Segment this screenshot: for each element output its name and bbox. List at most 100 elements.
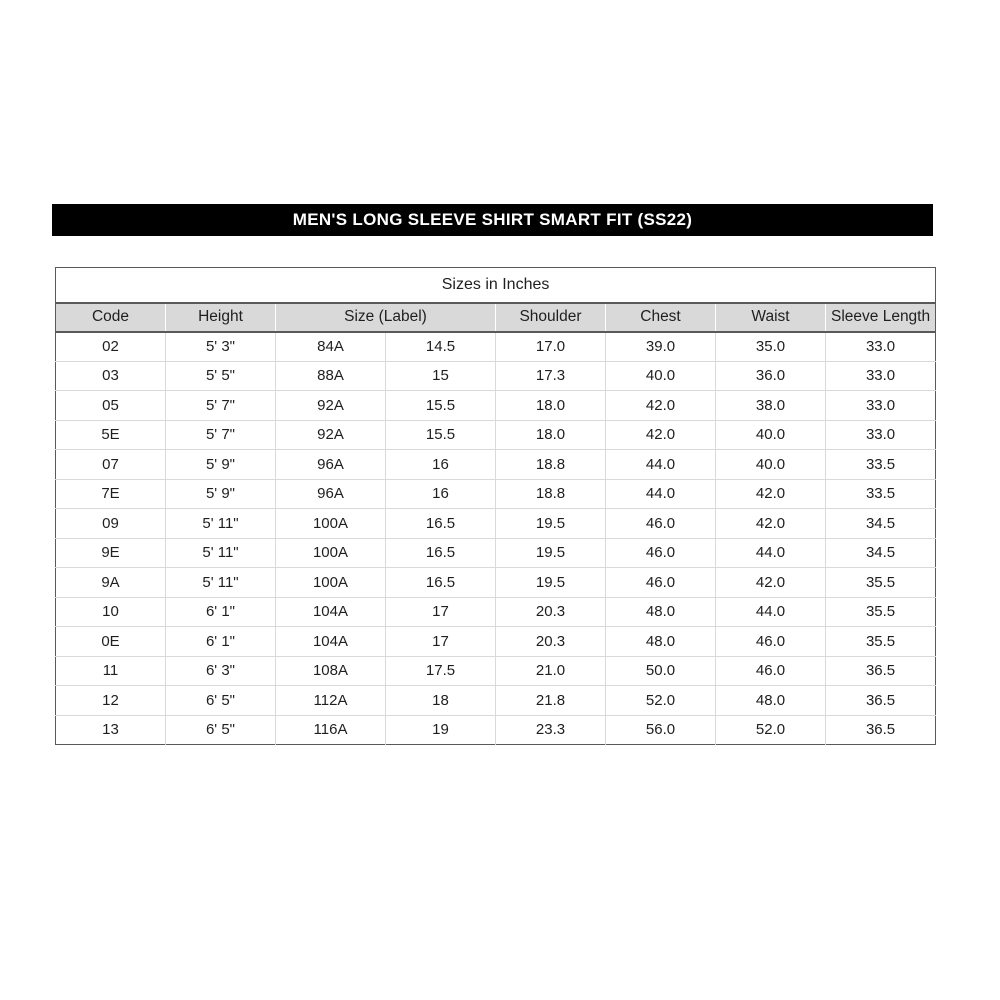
- column-header-code: Code: [55, 302, 166, 333]
- table-cell: 5' 9": [165, 449, 276, 479]
- table-cell: 33.5: [824, 478, 936, 509]
- table-cell: 35.5: [824, 567, 936, 597]
- column-header-sleeve-length: Sleeve Length: [824, 302, 936, 333]
- table-cell: 10: [55, 596, 166, 627]
- table-row: 10 6' 1" 104A 17 20.3 48.0 44.0 35.5: [55, 596, 936, 627]
- size-chart-title-banner: MEN'S LONG SLEEVE SHIRT SMART FIT (SS22): [52, 204, 933, 236]
- table-cell: 18.0: [495, 390, 606, 420]
- table-cell: 11: [55, 655, 166, 686]
- table-cell: 96A: [275, 478, 386, 509]
- table-cell: 18: [385, 685, 496, 715]
- table-cell: 5' 5": [165, 360, 276, 391]
- table-cell: 02: [55, 331, 166, 361]
- table-caption-row: Sizes in Inches: [55, 267, 936, 304]
- table-cell: 112A: [275, 685, 386, 715]
- table-cell: 44.0: [605, 449, 716, 479]
- table-cell: 52.0: [715, 714, 826, 745]
- table-cell: 100A: [275, 508, 386, 538]
- table-header-row: Code Height Size (Label) Shoulder Chest …: [55, 302, 936, 333]
- table-cell: 18.8: [495, 449, 606, 479]
- table-row: 5E 5' 7" 92A 15.5 18.0 42.0 40.0 33.0: [55, 419, 936, 450]
- table-cell: 48.0: [605, 626, 716, 656]
- table-row: 9E 5' 11" 100A 16.5 19.5 46.0 44.0 34.5: [55, 537, 936, 568]
- table-cell: 17: [385, 596, 496, 627]
- table-cell: 0E: [55, 626, 166, 656]
- table-cell: 100A: [275, 537, 386, 568]
- table-cell: 34.5: [824, 537, 936, 568]
- table-cell: 5' 7": [165, 419, 276, 450]
- table-cell: 46.0: [715, 655, 826, 686]
- table-cell: 34.5: [824, 508, 936, 538]
- table-cell: 44.0: [605, 478, 716, 509]
- table-cell: 16: [385, 478, 496, 509]
- table-cell: 16.5: [385, 537, 496, 568]
- table-cell: 6' 3": [165, 655, 276, 686]
- table-cell: 38.0: [715, 390, 826, 420]
- table-cell: 21.0: [495, 655, 606, 686]
- table-cell: 108A: [275, 655, 386, 686]
- table-row: 12 6' 5" 112A 18 21.8 52.0 48.0 36.5: [55, 685, 936, 715]
- table-cell: 104A: [275, 626, 386, 656]
- table-row: 05 5' 7" 92A 15.5 18.0 42.0 38.0 33.0: [55, 390, 936, 420]
- table-cell: 17.3: [495, 360, 606, 391]
- table-cell: 21.8: [495, 685, 606, 715]
- table-cell: 33.0: [824, 390, 936, 420]
- table-cell: 39.0: [605, 331, 716, 361]
- table-cell: 9E: [55, 537, 166, 568]
- table-cell: 12: [55, 685, 166, 715]
- table-row: 13 6' 5" 116A 19 23.3 56.0 52.0 36.5: [55, 714, 936, 745]
- column-header-height: Height: [165, 302, 276, 333]
- table-cell: 84A: [275, 331, 386, 361]
- table-cell: 96A: [275, 449, 386, 479]
- table-cell: 19.5: [495, 537, 606, 568]
- table-row: 07 5' 9" 96A 16 18.8 44.0 40.0 33.5: [55, 449, 936, 479]
- table-row: 7E 5' 9" 96A 16 18.8 44.0 42.0 33.5: [55, 478, 936, 509]
- table-cell: 6' 5": [165, 685, 276, 715]
- table-cell: 35.5: [824, 626, 936, 656]
- table-cell: 40.0: [715, 419, 826, 450]
- table-cell: 46.0: [605, 508, 716, 538]
- table-cell: 09: [55, 508, 166, 538]
- table-row: 02 5' 3" 84A 14.5 17.0 39.0 35.0 33.0: [55, 331, 936, 361]
- table-cell: 17.0: [495, 331, 606, 361]
- table-cell: 92A: [275, 390, 386, 420]
- table-cell: 35.0: [715, 331, 826, 361]
- table-cell: 20.3: [495, 596, 606, 627]
- table-cell: 33.0: [824, 419, 936, 450]
- table-cell: 36.5: [824, 714, 936, 745]
- table-cell: 19: [385, 714, 496, 745]
- table-cell: 92A: [275, 419, 386, 450]
- table-row: 09 5' 11" 100A 16.5 19.5 46.0 42.0 34.5: [55, 508, 936, 538]
- table-cell: 16: [385, 449, 496, 479]
- table-cell: 100A: [275, 567, 386, 597]
- table-cell: 19.5: [495, 567, 606, 597]
- table-cell: 15: [385, 360, 496, 391]
- table-cell: 116A: [275, 714, 386, 745]
- table-cell: 35.5: [824, 596, 936, 627]
- table-cell: 42.0: [715, 478, 826, 509]
- table-row: 0E 6' 1" 104A 17 20.3 48.0 46.0 35.5: [55, 626, 936, 656]
- table-cell: 46.0: [715, 626, 826, 656]
- table-cell: 33.0: [824, 331, 936, 361]
- table-row: 11 6' 3" 108A 17.5 21.0 50.0 46.0 36.5: [55, 655, 936, 686]
- column-header-shoulder: Shoulder: [495, 302, 606, 333]
- table-cell: 33.5: [824, 449, 936, 479]
- table-cell: 14.5: [385, 331, 496, 361]
- table-cell: 42.0: [605, 390, 716, 420]
- table-cell: 7E: [55, 478, 166, 509]
- table-cell: 52.0: [605, 685, 716, 715]
- column-header-chest: Chest: [605, 302, 716, 333]
- table-cell: 44.0: [715, 596, 826, 627]
- table-cell: 56.0: [605, 714, 716, 745]
- table-cell: 18.8: [495, 478, 606, 509]
- table-cell: 18.0: [495, 419, 606, 450]
- column-header-size-label: Size (Label): [275, 302, 496, 333]
- table-cell: 5' 11": [165, 567, 276, 597]
- table-cell: 16.5: [385, 508, 496, 538]
- table-cell: 6' 5": [165, 714, 276, 745]
- table-cell: 42.0: [715, 508, 826, 538]
- table-row: 03 5' 5" 88A 15 17.3 40.0 36.0 33.0: [55, 360, 936, 391]
- table-cell: 36.5: [824, 655, 936, 686]
- table-cell: 44.0: [715, 537, 826, 568]
